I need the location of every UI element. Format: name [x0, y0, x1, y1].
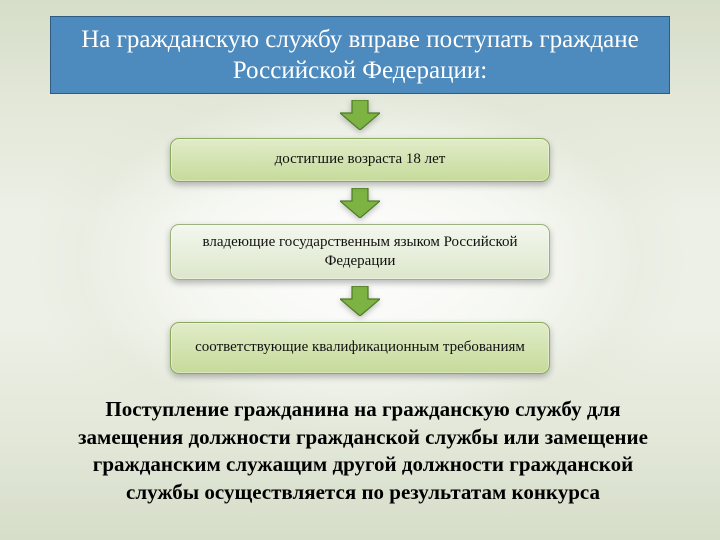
footer-paragraph: Поступление гражданина на гражданскую сл…	[66, 396, 660, 507]
arrow-path	[340, 188, 380, 218]
flow-node-label: достигшие возраста 18 лет	[275, 150, 446, 170]
flow-node-3: соответствующие квалификационным требова…	[170, 322, 550, 374]
header-text: На гражданскую службу вправе поступать г…	[65, 24, 655, 87]
flow-node-2: владеющие государственным языком Российс…	[170, 224, 550, 280]
flow-node-label: владеющие государственным языком Российс…	[187, 233, 533, 272]
flow-node-label: соответствующие квалификационным требова…	[195, 338, 525, 358]
header-box: На гражданскую службу вправе поступать г…	[50, 16, 670, 94]
arrow-1	[340, 100, 380, 130]
footer-text: Поступление гражданина на гражданскую сл…	[78, 397, 648, 504]
arrow-path	[340, 100, 380, 130]
arrow-3	[340, 286, 380, 316]
arrow-2	[340, 188, 380, 218]
flow-node-1: достигшие возраста 18 лет	[170, 138, 550, 182]
arrow-path	[340, 286, 380, 316]
